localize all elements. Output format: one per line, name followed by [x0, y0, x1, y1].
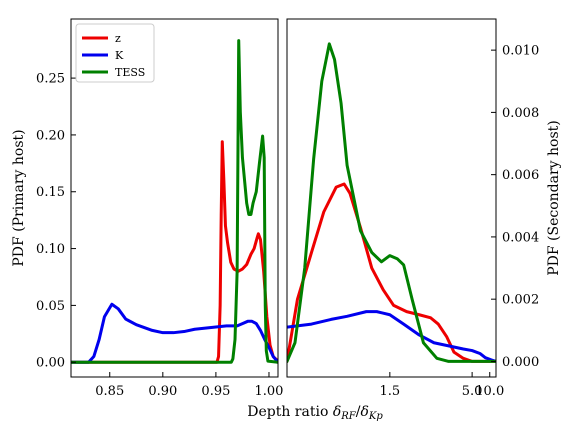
left-x-tick-label: 0.85 [95, 384, 124, 399]
left-y-tick-label: 0.25 [36, 72, 65, 87]
right-y-tick-label: 0.008 [502, 106, 539, 121]
right-y-tick-label: 0.006 [502, 168, 539, 183]
x-axis-label-sub2: Kp [368, 411, 383, 422]
left-y-tick-label: 0.15 [36, 185, 65, 200]
left-y-axis-label: PDF (Primary host) [11, 129, 27, 266]
right-x-tick-label: 10.0 [475, 384, 504, 399]
legend-label-z: z [115, 32, 121, 45]
x-axis-label-sub1: RF [340, 411, 357, 422]
legend-label-tess: TESS [115, 66, 145, 79]
right-series-line-z [287, 182, 496, 363]
right-axes-frame [286, 18, 497, 378]
left-x-tick-label: 0.90 [148, 384, 177, 399]
left-y-tick-label: 0.10 [36, 242, 65, 257]
right-series-line-k [287, 310, 496, 363]
left-y-tick-label: 0.20 [36, 128, 65, 143]
right-y-tick-label: 0.004 [502, 230, 539, 245]
left-y-tick-label: 0.05 [36, 299, 65, 314]
left-series-line-tess [71, 39, 278, 364]
legend: zK TESS [75, 23, 155, 83]
right-y-tick-label: 0.010 [502, 44, 539, 59]
x-axis-label-main: Depth ratio [247, 404, 333, 420]
right-series-group [287, 42, 496, 363]
left-series-group [71, 39, 278, 364]
left-series-line-k [71, 302, 278, 364]
right-y-tick-label: 0.000 [502, 355, 539, 370]
x-axis-label-slash: / [356, 404, 361, 420]
x-axis-label-delta2: δ [360, 404, 368, 420]
legend-label-k: K [115, 49, 124, 62]
x-axis-label: Depth ratio δRF/δKp [247, 404, 383, 422]
right-x-tick-label: 5.0 [462, 384, 483, 399]
left-axes-frame [70, 18, 279, 378]
right-panel: 1.5 5.010.0 0.000 0.002 0.004 0.006 0.008 0.010… [286, 18, 562, 399]
right-y-axis-label: PDF (Secondary host) [546, 120, 562, 276]
x-axis-label-delta1: δ [333, 404, 341, 420]
left-y-tick-label: 0.00 [36, 356, 65, 371]
right-series-line-tess [287, 42, 496, 363]
left-x-tick-label: 1.00 [255, 384, 284, 399]
left-x-tick-label: 0.95 [201, 384, 230, 399]
left-panel: 0.85 0.90 0.95 1.00 0.00 0.05 0.10 0.15 0.20 0.25… [11, 18, 284, 399]
right-y-tick-label: 0.002 [502, 293, 539, 308]
right-x-tick-label: 1.5 [379, 384, 400, 399]
